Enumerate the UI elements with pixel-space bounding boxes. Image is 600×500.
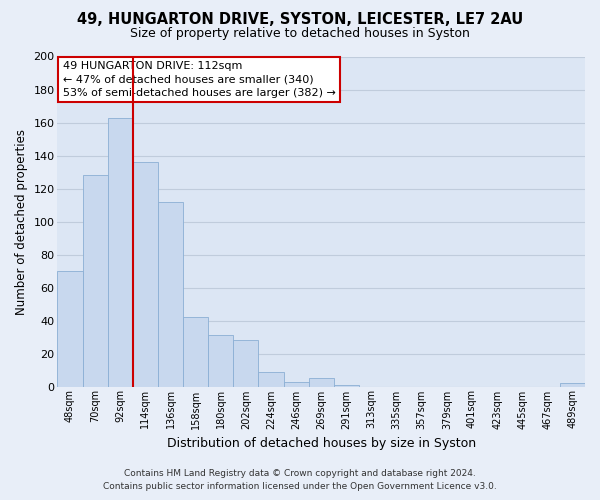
Bar: [308, 378, 334, 386]
Bar: [183, 317, 208, 386]
Text: 49 HUNGARTON DRIVE: 112sqm
← 47% of detached houses are smaller (340)
53% of sem: 49 HUNGARTON DRIVE: 112sqm ← 47% of deta…: [63, 62, 335, 98]
Bar: [334, 385, 359, 386]
Y-axis label: Number of detached properties: Number of detached properties: [15, 128, 28, 314]
Bar: [560, 383, 585, 386]
Bar: [133, 162, 158, 386]
Text: Size of property relative to detached houses in Syston: Size of property relative to detached ho…: [130, 28, 470, 40]
Bar: [233, 340, 259, 386]
Bar: [158, 202, 183, 386]
X-axis label: Distribution of detached houses by size in Syston: Distribution of detached houses by size …: [167, 437, 476, 450]
Bar: [208, 336, 233, 386]
Text: Contains HM Land Registry data © Crown copyright and database right 2024.
Contai: Contains HM Land Registry data © Crown c…: [103, 469, 497, 491]
Bar: [259, 372, 284, 386]
Bar: [284, 382, 308, 386]
Text: 49, HUNGARTON DRIVE, SYSTON, LEICESTER, LE7 2AU: 49, HUNGARTON DRIVE, SYSTON, LEICESTER, …: [77, 12, 523, 28]
Bar: [108, 118, 133, 386]
Bar: [83, 176, 108, 386]
Bar: [58, 271, 83, 386]
